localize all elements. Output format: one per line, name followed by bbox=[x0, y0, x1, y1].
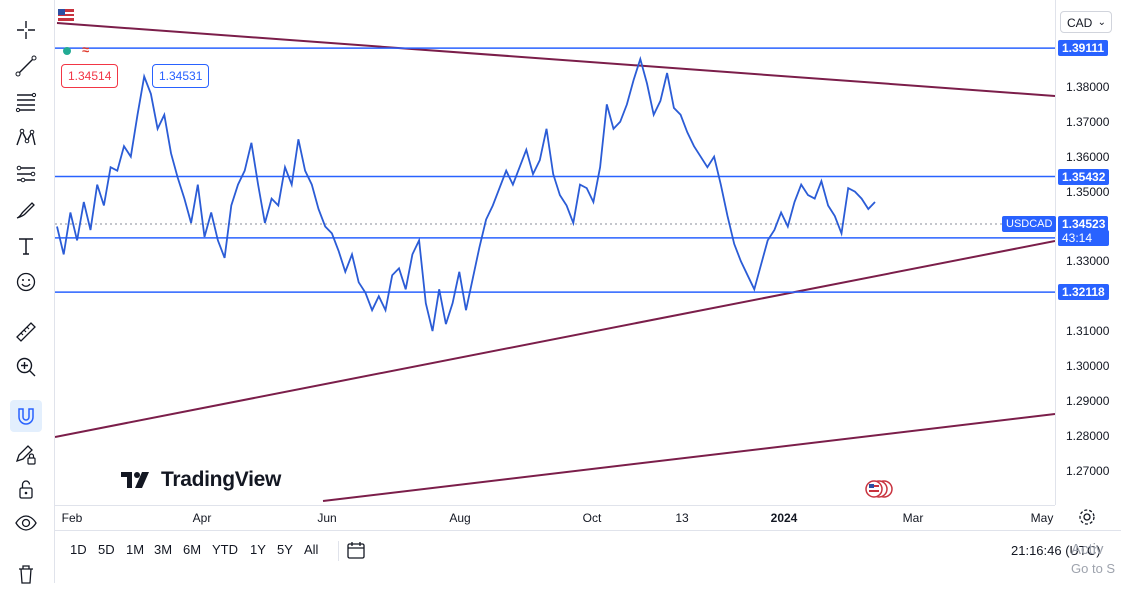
ask-price-value: 1.34531 bbox=[159, 69, 203, 83]
price-series-line[interactable] bbox=[56, 55, 876, 332]
bid-price-box[interactable]: 1.34514 bbox=[61, 64, 119, 88]
lock-icon[interactable] bbox=[10, 473, 42, 505]
tradingview-logo-icon bbox=[121, 472, 149, 488]
time-tick-label: Feb bbox=[61, 511, 83, 525]
pattern-icon[interactable] bbox=[10, 122, 42, 154]
zoom-in-icon[interactable] bbox=[10, 351, 42, 383]
middle-trend-line[interactable] bbox=[55, 240, 1055, 438]
settings-gear-icon[interactable] bbox=[1077, 507, 1097, 527]
trash-icon[interactable] bbox=[10, 558, 42, 590]
drawing-toolbar bbox=[0, 0, 55, 584]
time-tick-label: 13 bbox=[675, 511, 689, 525]
flag-icon bbox=[58, 7, 74, 23]
time-tick-label: Aug bbox=[449, 511, 471, 525]
crosshair-icon[interactable] bbox=[10, 14, 42, 46]
time-tick-label: Jun bbox=[317, 511, 337, 525]
price-tick-label: 1.31000 bbox=[1066, 324, 1110, 339]
bottom-toolbar: 1D 5D 1M 3M 6M YTD 1Y 5Y All 21:16:46 (UTC) bbox=[55, 530, 1121, 571]
market-open-status-icon bbox=[63, 47, 71, 55]
divider bbox=[338, 541, 339, 561]
pencil-lock-icon[interactable] bbox=[10, 438, 42, 470]
price-tick-label: 1.29000 bbox=[1066, 393, 1110, 408]
tradingview-watermark: TradingView bbox=[121, 468, 281, 492]
level-label: 1.35432 bbox=[1058, 168, 1110, 185]
time-tick-label: Oct bbox=[582, 511, 602, 525]
price-tick-label: 1.38000 bbox=[1066, 79, 1110, 94]
horizontal-levels bbox=[55, 47, 1055, 293]
range-button-1y[interactable]: 1Y bbox=[250, 542, 266, 557]
bar-countdown: 43:14 bbox=[1062, 231, 1093, 245]
chart-canvas[interactable] bbox=[55, 0, 1055, 505]
activate-line-2: Go to S bbox=[1071, 561, 1116, 576]
eye-icon[interactable] bbox=[10, 507, 42, 539]
range-button-1m[interactable]: 1M bbox=[126, 542, 145, 557]
time-axis[interactable]: Feb Apr Jun Aug Oct 13 2024 Mar May bbox=[55, 505, 1055, 530]
price-tick-label: 1.28000 bbox=[1066, 428, 1110, 443]
price-tick-label: 1.37000 bbox=[1066, 114, 1110, 129]
time-tick-label: Mar bbox=[902, 511, 924, 525]
time-tick-label: May bbox=[1030, 511, 1054, 525]
price-tick-label: 1.30000 bbox=[1066, 358, 1110, 373]
chart-pane[interactable]: ≈ 1.34514 1.34531 TradingView bbox=[55, 0, 1055, 505]
economic-events-icon[interactable] bbox=[865, 479, 895, 499]
price-tick-label: 1.27000 bbox=[1066, 463, 1110, 478]
emoji-icon[interactable] bbox=[10, 266, 42, 298]
date-range-icon[interactable] bbox=[345, 539, 367, 561]
activate-line-1: Activ bbox=[1071, 541, 1104, 558]
brush-icon[interactable] bbox=[10, 194, 42, 226]
range-button-5d[interactable]: 5D bbox=[98, 542, 115, 557]
price-scale[interactable]: 1.38000 1.37000 1.36000 1.35000 1.33000 1.310… bbox=[1055, 0, 1121, 505]
range-button-ytd[interactable]: YTD bbox=[212, 542, 238, 557]
last-price-label: 1.34523 43:14 bbox=[1058, 216, 1108, 246]
range-button-3m[interactable]: 3M bbox=[154, 542, 173, 557]
ask-price-box[interactable]: 1.34531 bbox=[152, 64, 210, 88]
price-tick-label: 1.36000 bbox=[1066, 149, 1110, 164]
watermark-text: TradingView bbox=[161, 468, 282, 491]
activate-windows-overlay: Activ Go to S bbox=[1071, 540, 1115, 578]
symbol-label: USDCAD bbox=[1002, 216, 1057, 232]
chevron-down-icon: ⌄ bbox=[1097, 17, 1106, 28]
lower-trend-line[interactable] bbox=[322, 413, 1055, 502]
level-label: 1.39111 bbox=[1058, 40, 1109, 57]
time-tick-label: 2024 bbox=[770, 511, 798, 525]
trend-line-icon[interactable] bbox=[10, 50, 42, 82]
price-tick-label: 1.35000 bbox=[1066, 184, 1110, 199]
level-label: 1.32118 bbox=[1058, 284, 1109, 301]
bid-price-value: 1.34514 bbox=[68, 69, 112, 83]
fib-retracement-icon[interactable] bbox=[10, 86, 42, 118]
clock-display[interactable]: 21:16:46 (UTC) bbox=[1011, 543, 1101, 558]
currency-select[interactable]: CAD ⌄ bbox=[1060, 11, 1112, 33]
range-button-all[interactable]: All bbox=[304, 542, 319, 557]
range-button-5y[interactable]: 5Y bbox=[277, 542, 293, 557]
data-feed-icon: ≈ bbox=[82, 42, 90, 57]
range-button-6m[interactable]: 6M bbox=[183, 542, 202, 557]
ruler-icon[interactable] bbox=[10, 316, 42, 348]
upper-trend-line[interactable] bbox=[56, 22, 1055, 97]
magnet-icon[interactable] bbox=[10, 400, 42, 432]
text-icon[interactable] bbox=[10, 230, 42, 262]
currency-value: CAD bbox=[1067, 16, 1093, 30]
time-tick-label: Apr bbox=[192, 511, 212, 525]
prediction-icon[interactable] bbox=[10, 158, 42, 190]
last-price-value: 1.34523 bbox=[1062, 217, 1106, 231]
price-tick-label: 1.33000 bbox=[1066, 254, 1110, 269]
range-button-1d[interactable]: 1D bbox=[70, 542, 87, 557]
